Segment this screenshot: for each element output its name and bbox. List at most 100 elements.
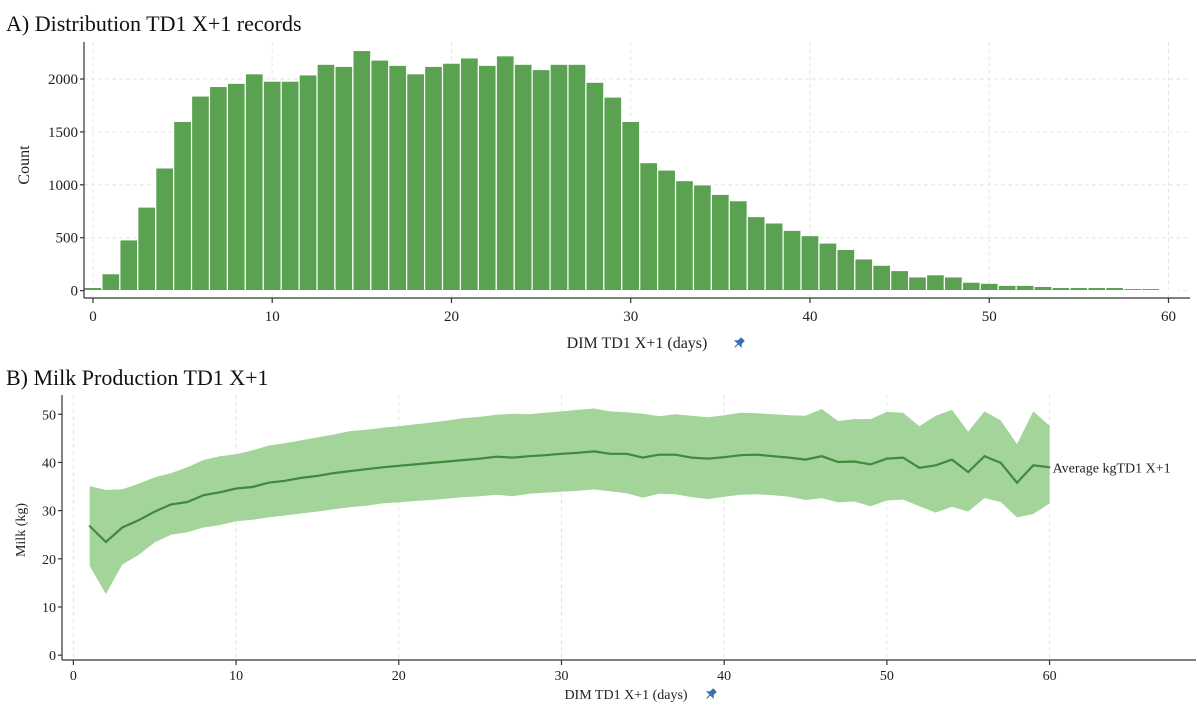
chart-b-points bbox=[88, 450, 1051, 543]
chart-b-x-axis-label: DIM TD1 X+1 (days) bbox=[564, 688, 687, 703]
chart-b-y-tick-label: 10 bbox=[42, 601, 56, 616]
chart-a-bar bbox=[190, 95, 211, 292]
chart-a-bar bbox=[1069, 286, 1089, 292]
chart-a-bar bbox=[764, 222, 784, 292]
chart-a-x-tick-label: 30 bbox=[623, 309, 638, 325]
chart-b-mean-point bbox=[251, 486, 254, 488]
chart-b-series-label: Average kgTD1 X+1 bbox=[1053, 461, 1171, 476]
chart-a-bar bbox=[262, 80, 282, 292]
chart-b-mean-point bbox=[707, 457, 709, 460]
chart-b-mean-point bbox=[397, 464, 400, 467]
chart-b-mean-point bbox=[300, 476, 303, 479]
chart-b-mean-point bbox=[853, 460, 856, 463]
pushpin-icon[interactable] bbox=[732, 337, 745, 350]
chart-a-bar bbox=[101, 273, 121, 292]
chart-a-bar bbox=[334, 65, 354, 292]
chart-b-y-axis-label: Milk (kg) bbox=[14, 503, 29, 557]
chart-a-bar bbox=[943, 276, 963, 292]
chart-b-mean-point bbox=[235, 487, 237, 490]
chart-a-bar bbox=[549, 63, 569, 292]
chart-b-mean-point bbox=[105, 541, 107, 543]
chart-b-mean-point bbox=[202, 494, 205, 497]
chart-a-bar bbox=[1051, 286, 1071, 292]
chart-a-bar bbox=[388, 64, 408, 292]
chart-b-mean-point bbox=[528, 455, 530, 458]
chart-a-bar bbox=[1141, 287, 1161, 292]
chart-b-mean-point bbox=[414, 463, 416, 466]
chart-a-bar bbox=[495, 55, 515, 292]
chart-a-bar bbox=[961, 281, 981, 292]
chart-a-bar bbox=[1123, 287, 1143, 292]
chart-a-bar bbox=[872, 264, 892, 292]
chart-b-mean-point bbox=[658, 453, 660, 456]
chart-b-mean-point bbox=[316, 475, 319, 477]
chart-a-bar bbox=[692, 184, 712, 292]
chart-a-x-tick-label: 20 bbox=[444, 309, 459, 325]
chart-a-bar bbox=[244, 73, 264, 292]
chart-a-bar bbox=[406, 73, 426, 292]
chart-a-bar bbox=[639, 161, 659, 292]
chart-b-mean-point bbox=[723, 456, 726, 459]
chart-a-bar bbox=[782, 229, 802, 292]
chart-a-y-ticks: 0 500 1000 1500 2000 bbox=[48, 72, 84, 300]
chart-b-y-tick-label: 20 bbox=[42, 553, 56, 568]
chart-b-y-tick-label: 30 bbox=[42, 505, 56, 520]
chart-a-bar bbox=[137, 206, 157, 292]
chart-b-mean-point bbox=[902, 456, 905, 459]
chart-b-mean-point bbox=[1048, 466, 1051, 469]
chart-a-bar bbox=[603, 96, 623, 292]
chart-b-mean-point bbox=[999, 462, 1002, 464]
chart-b-mean-point bbox=[381, 466, 384, 469]
chart-b-mean-point bbox=[332, 472, 335, 474]
chart-b-mean-point bbox=[446, 460, 449, 463]
chart-b-x-tick-label: 30 bbox=[554, 669, 568, 684]
chart-a-bar bbox=[208, 85, 229, 292]
chart-b-mean-point bbox=[918, 466, 921, 469]
chart-b-mean-point bbox=[186, 501, 189, 503]
chart-b-mean-point bbox=[267, 481, 270, 484]
chart-a-bars bbox=[83, 49, 1179, 292]
chart-a-bar bbox=[746, 215, 766, 292]
chart-b-mean-point bbox=[121, 526, 124, 529]
chart-a-bar bbox=[674, 179, 695, 292]
chart-b-y-tick-label: 40 bbox=[42, 456, 56, 471]
chart-a-bar bbox=[818, 242, 838, 292]
chart-b-confidence-band bbox=[89, 408, 1050, 594]
chart-b-mean-point bbox=[462, 459, 465, 461]
chart-a-bar bbox=[925, 274, 946, 292]
chart-b-x-tick-label: 0 bbox=[70, 669, 77, 684]
pushpin-icon[interactable] bbox=[704, 688, 717, 701]
chart-a-bar bbox=[890, 269, 910, 292]
chart-a-axes bbox=[83, 42, 1190, 299]
chart-b-mean-point bbox=[820, 455, 823, 458]
chart-b-mean-point bbox=[967, 471, 970, 473]
chart-b-mean-point bbox=[755, 453, 758, 456]
chart-a-y-tick-label: 0 bbox=[71, 284, 79, 300]
chart-b-mean-point bbox=[609, 452, 612, 455]
chart-a-bar bbox=[1105, 286, 1125, 292]
chart-b-mean-point bbox=[983, 455, 986, 458]
chart-a-x-ticks: 0 10 20 30 40 50 60 bbox=[89, 298, 1176, 325]
chart-a-bar bbox=[155, 167, 175, 292]
chart-b-mean-point bbox=[153, 510, 156, 513]
chart-b-mean-point bbox=[804, 458, 807, 461]
chart-b-mean-point bbox=[641, 456, 644, 459]
chart-a-bar bbox=[800, 234, 820, 292]
chart-a-bar bbox=[83, 286, 103, 292]
chart-a-bar bbox=[298, 74, 318, 292]
chart-a-bar bbox=[907, 276, 928, 292]
chart-b-mean-point bbox=[560, 452, 563, 455]
chart-a-bar bbox=[226, 82, 246, 292]
chart-b-mean-point bbox=[137, 519, 140, 522]
chart-a-x-axis-label: DIM TD1 X+1 (days) bbox=[567, 335, 708, 352]
chart-a-bar bbox=[513, 63, 533, 292]
chart-a-bar bbox=[477, 64, 497, 292]
chart-a-bar bbox=[1087, 286, 1107, 292]
chart-b-mean-point bbox=[1032, 464, 1035, 467]
chart-a-bar bbox=[1015, 284, 1035, 292]
chart-b-mean-point bbox=[576, 451, 579, 454]
chart-a-x-tick-label: 0 bbox=[89, 309, 97, 325]
chart-b-mean-point bbox=[1016, 481, 1018, 484]
chart-a-bar bbox=[173, 120, 193, 292]
chart-a-bar bbox=[854, 258, 874, 292]
